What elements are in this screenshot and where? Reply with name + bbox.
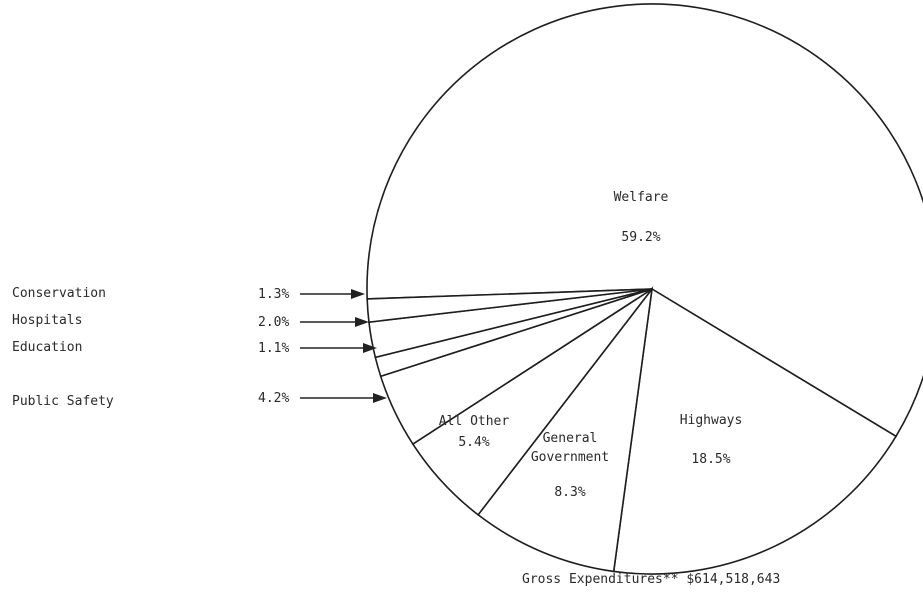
slice-label-general-government-2: Government bbox=[531, 450, 609, 465]
gross-expenditures-label: Gross Expenditures** $614,518,643 bbox=[522, 572, 780, 587]
outside-percent-public-safety: 4.2% bbox=[258, 391, 289, 406]
slice-general-government bbox=[476, 286, 654, 573]
slice-welfare bbox=[366, 3, 923, 438]
outside-label-conservation: Conservation bbox=[12, 286, 106, 301]
outside-percent-education: 1.1% bbox=[258, 341, 289, 356]
slice-label-welfare: Welfare bbox=[614, 190, 669, 205]
slice-label-general-government: General bbox=[543, 431, 598, 446]
arrow-head-hospitals bbox=[355, 317, 369, 327]
outside-labels: Public Safety 4.2% Education 1.1% Hospitals 2… bbox=[12, 286, 387, 409]
slice-percent-highways: 18.5% bbox=[691, 452, 730, 467]
pie-slices bbox=[366, 3, 923, 575]
arrow-head-conservation bbox=[351, 289, 365, 299]
slice-percent-general-government: 8.3% bbox=[554, 485, 585, 500]
arrow-head-public-safety bbox=[373, 393, 387, 403]
slice-highways bbox=[612, 287, 898, 575]
slice-label-highways: Highways bbox=[680, 413, 743, 428]
slice-percent-welfare: 59.2% bbox=[621, 230, 660, 245]
outside-label-hospitals: Hospitals bbox=[12, 313, 82, 328]
outside-label-education: Education bbox=[12, 340, 82, 355]
slice-label-all-other: All Other bbox=[439, 414, 510, 429]
slice-percent-all-other: 5.4% bbox=[458, 435, 489, 450]
slice-conservation bbox=[366, 288, 653, 324]
arrow-head-education bbox=[363, 343, 377, 353]
outside-percent-conservation: 1.3% bbox=[258, 287, 289, 302]
pie-labels: Welfare 59.2% Highways 18.5% General Governme… bbox=[439, 190, 743, 500]
outside-percent-hospitals: 2.0% bbox=[258, 315, 289, 330]
outside-label-public-safety: Public Safety bbox=[12, 394, 114, 409]
